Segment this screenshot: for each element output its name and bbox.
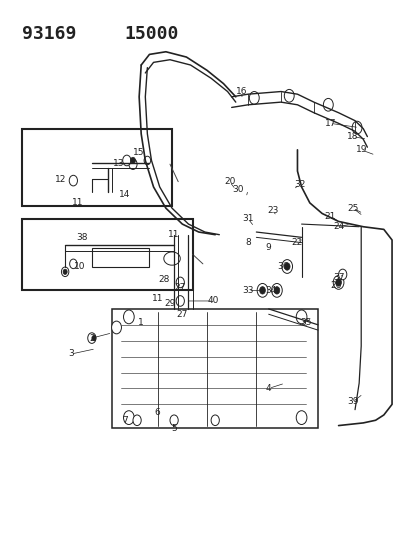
Circle shape [332, 276, 343, 289]
Text: 29: 29 [164, 299, 175, 308]
Text: 15000: 15000 [124, 25, 179, 43]
Circle shape [130, 157, 135, 164]
Text: 1: 1 [138, 318, 144, 327]
Text: 5: 5 [171, 424, 176, 433]
Text: 19: 19 [355, 146, 366, 155]
Circle shape [259, 287, 265, 294]
Text: 2: 2 [89, 334, 95, 343]
Text: 7: 7 [121, 416, 127, 425]
Circle shape [211, 415, 219, 425]
Text: 40: 40 [207, 296, 218, 305]
Text: 24: 24 [332, 222, 343, 231]
Text: 23: 23 [266, 206, 278, 215]
Circle shape [122, 155, 131, 166]
Circle shape [176, 296, 184, 306]
Circle shape [273, 287, 279, 294]
Circle shape [323, 99, 332, 111]
Circle shape [123, 310, 134, 324]
Text: 8: 8 [244, 238, 250, 247]
Circle shape [284, 263, 290, 270]
Text: 12: 12 [55, 174, 66, 183]
Text: 36: 36 [277, 262, 288, 271]
Text: 38: 38 [76, 233, 87, 242]
Circle shape [296, 411, 306, 424]
Text: 21: 21 [324, 212, 335, 221]
Text: 6: 6 [154, 408, 160, 417]
Text: 9: 9 [265, 244, 271, 253]
Circle shape [88, 333, 96, 343]
Text: 13: 13 [113, 159, 124, 167]
Text: 17: 17 [324, 119, 335, 128]
Text: 20: 20 [223, 177, 235, 186]
Circle shape [284, 90, 294, 102]
Text: 30: 30 [232, 185, 243, 194]
Circle shape [256, 284, 267, 297]
Text: 28: 28 [158, 275, 169, 284]
Text: 18: 18 [347, 132, 358, 141]
Circle shape [133, 415, 141, 425]
Text: 11: 11 [71, 198, 83, 207]
Circle shape [144, 156, 150, 165]
Circle shape [281, 260, 292, 273]
Text: 39: 39 [347, 397, 358, 406]
Circle shape [123, 411, 134, 424]
Text: 16: 16 [236, 87, 247, 96]
Text: 27: 27 [174, 283, 185, 292]
Circle shape [176, 277, 184, 288]
Text: 11: 11 [168, 230, 179, 239]
Circle shape [338, 269, 346, 280]
Text: 26: 26 [330, 280, 342, 289]
Circle shape [351, 121, 361, 134]
Circle shape [112, 321, 121, 334]
Circle shape [128, 159, 137, 169]
Text: 14: 14 [119, 190, 130, 199]
Text: 35: 35 [299, 318, 311, 327]
Circle shape [61, 267, 69, 277]
Bar [22, 128, 172, 206]
Circle shape [271, 284, 282, 297]
Bar [112, 309, 317, 428]
Circle shape [335, 279, 341, 286]
Text: 34: 34 [264, 286, 276, 295]
Text: 33: 33 [242, 286, 253, 295]
Circle shape [69, 175, 77, 186]
Circle shape [170, 415, 178, 425]
Circle shape [63, 269, 67, 274]
Text: 32: 32 [293, 180, 304, 189]
Text: 27: 27 [176, 310, 188, 319]
Text: 93169: 93169 [22, 25, 76, 43]
Text: 11: 11 [152, 294, 163, 303]
Text: 25: 25 [347, 204, 358, 213]
Circle shape [92, 335, 96, 341]
Bar [92, 248, 149, 266]
Text: 3: 3 [68, 350, 74, 359]
Circle shape [249, 92, 259, 104]
Circle shape [296, 310, 306, 324]
Circle shape [69, 259, 77, 269]
Text: 10: 10 [74, 262, 85, 271]
Text: 31: 31 [242, 214, 253, 223]
Text: 15: 15 [133, 148, 145, 157]
Text: 22: 22 [291, 238, 302, 247]
Text: 4: 4 [265, 384, 271, 393]
Text: 37: 37 [332, 272, 344, 281]
Bar [22, 219, 192, 290]
